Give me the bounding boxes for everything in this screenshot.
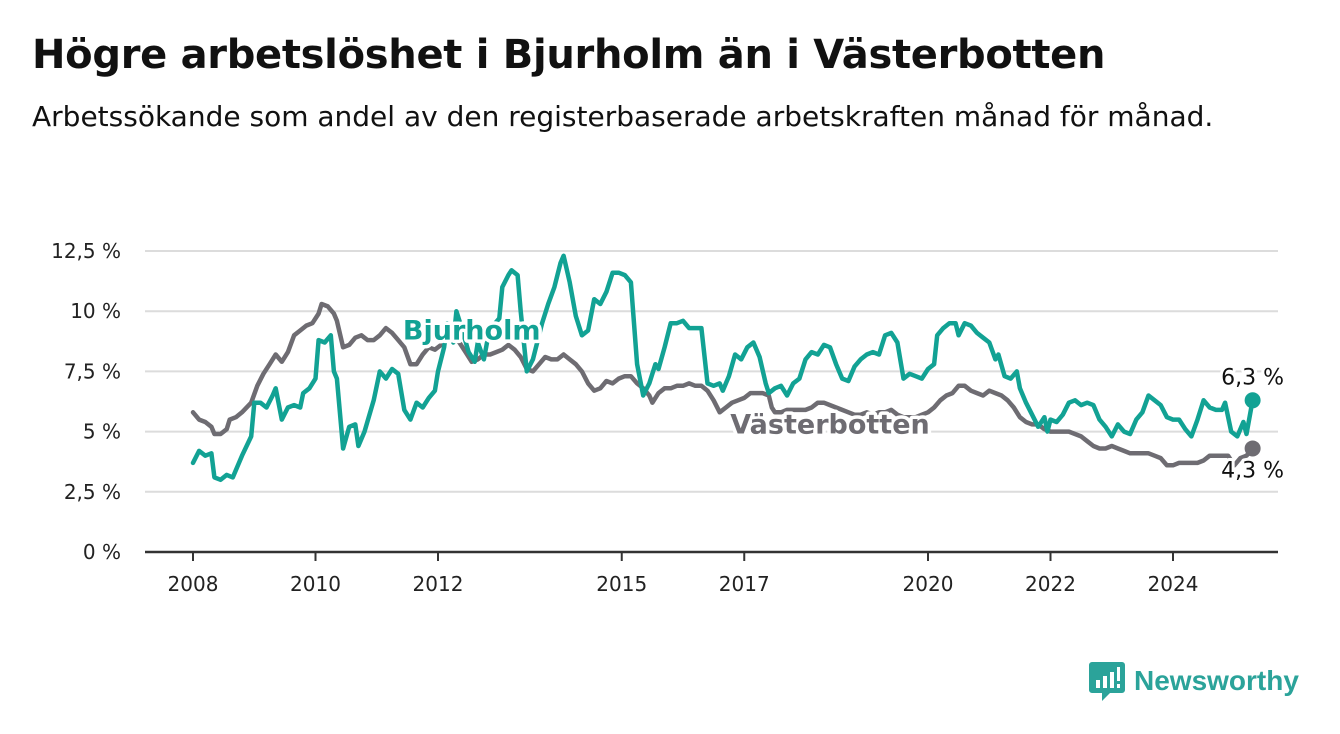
x-tick-label: 2010 [290,572,341,596]
brand-name: Newsworthy [1134,665,1299,696]
x-tick-label: 2017 [719,572,770,596]
x-tick-label: 2015 [596,572,647,596]
y-axis-tick-labels: 0 % 2,5 % 5 % 7,5 % 10 % 12,5 % [51,239,121,564]
series-end-point [1244,440,1261,457]
series-line-vsterbotten [190,301,1255,468]
series-end-value-label: 6,3 % [1221,365,1284,390]
x-tick-label: 2022 [1025,572,1076,596]
x-tick-label: 2024 [1148,572,1199,596]
x-tick-label: 2012 [413,572,464,596]
x-tick-label: 2020 [903,572,954,596]
x-axis: 2008 2010 2012 2015 2017 2020 2022 2024 [145,550,1278,596]
chart-subtitle: Arbetssökande som andel av den registerb… [32,100,1214,133]
y-tick-label: 7,5 % [64,359,121,383]
y-tick-label: 0 % [83,540,121,564]
chart-title: Högre arbetslöshet i Bjurholm än i Väste… [32,32,1106,78]
series-end-point [1244,392,1261,409]
newsworthy-logo: Newsworthy [1088,660,1299,702]
series-labels: Bjurholm 6,3 % Västerbotten 4,3 % [399,312,1287,486]
y-tick-label: 2,5 % [64,480,121,504]
bar-chart-logo-icon [1089,662,1125,701]
y-tick-label: 12,5 % [51,239,121,263]
series-label: Västerbotten [730,409,929,440]
series-end-value-label: 4,3 % [1221,458,1284,483]
y-tick-label: 5 % [83,420,121,444]
series-label: Bjurholm [403,315,541,346]
series-lines [190,253,1261,483]
x-tick-label: 2008 [168,572,219,596]
y-tick-label: 10 % [70,299,121,323]
series-line-bjurholm [190,253,1255,483]
